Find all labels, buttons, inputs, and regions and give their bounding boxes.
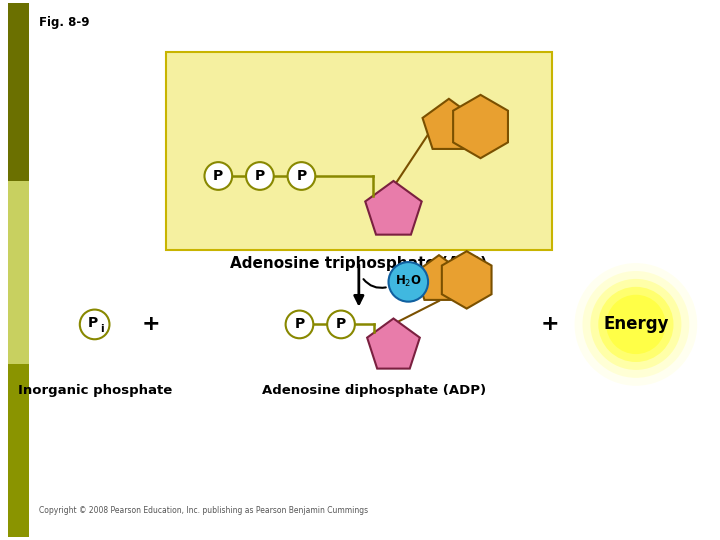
Text: +: + — [142, 314, 161, 334]
Text: P: P — [336, 318, 346, 332]
Text: Inorganic phosphate: Inorganic phosphate — [17, 384, 172, 397]
Circle shape — [327, 310, 355, 338]
Circle shape — [590, 279, 681, 370]
Circle shape — [389, 262, 428, 302]
Text: Adenosine triphosphate (ATP): Adenosine triphosphate (ATP) — [230, 256, 487, 271]
Text: Fig. 8-9: Fig. 8-9 — [39, 16, 90, 29]
Text: Adenosine diphosphate (ADP): Adenosine diphosphate (ADP) — [261, 384, 486, 397]
Text: Copyright © 2008 Pearson Education, Inc. publishing as Pearson Benjamin Cummings: Copyright © 2008 Pearson Education, Inc.… — [39, 507, 369, 515]
Polygon shape — [442, 251, 492, 308]
Text: +: + — [541, 314, 559, 334]
Text: i: i — [100, 324, 104, 334]
Polygon shape — [367, 319, 420, 369]
Text: Energy: Energy — [603, 315, 669, 333]
Circle shape — [575, 263, 697, 386]
Polygon shape — [453, 95, 508, 158]
Bar — [8, 364, 30, 537]
Bar — [8, 3, 30, 181]
Polygon shape — [423, 99, 475, 149]
Text: P: P — [297, 169, 307, 183]
Polygon shape — [365, 181, 422, 235]
Circle shape — [286, 310, 313, 338]
FancyArrowPatch shape — [364, 279, 386, 288]
Circle shape — [598, 287, 673, 362]
Circle shape — [204, 162, 232, 190]
Text: P: P — [213, 169, 223, 183]
Circle shape — [287, 162, 315, 190]
FancyBboxPatch shape — [166, 52, 552, 250]
Text: P: P — [255, 169, 265, 183]
Polygon shape — [415, 255, 462, 300]
Circle shape — [80, 309, 109, 339]
Bar — [8, 181, 30, 364]
Circle shape — [246, 162, 274, 190]
Text: P: P — [294, 318, 305, 332]
Circle shape — [606, 295, 665, 354]
Text: H$_2$O: H$_2$O — [395, 274, 422, 289]
Text: P: P — [88, 316, 99, 330]
Circle shape — [582, 271, 689, 378]
